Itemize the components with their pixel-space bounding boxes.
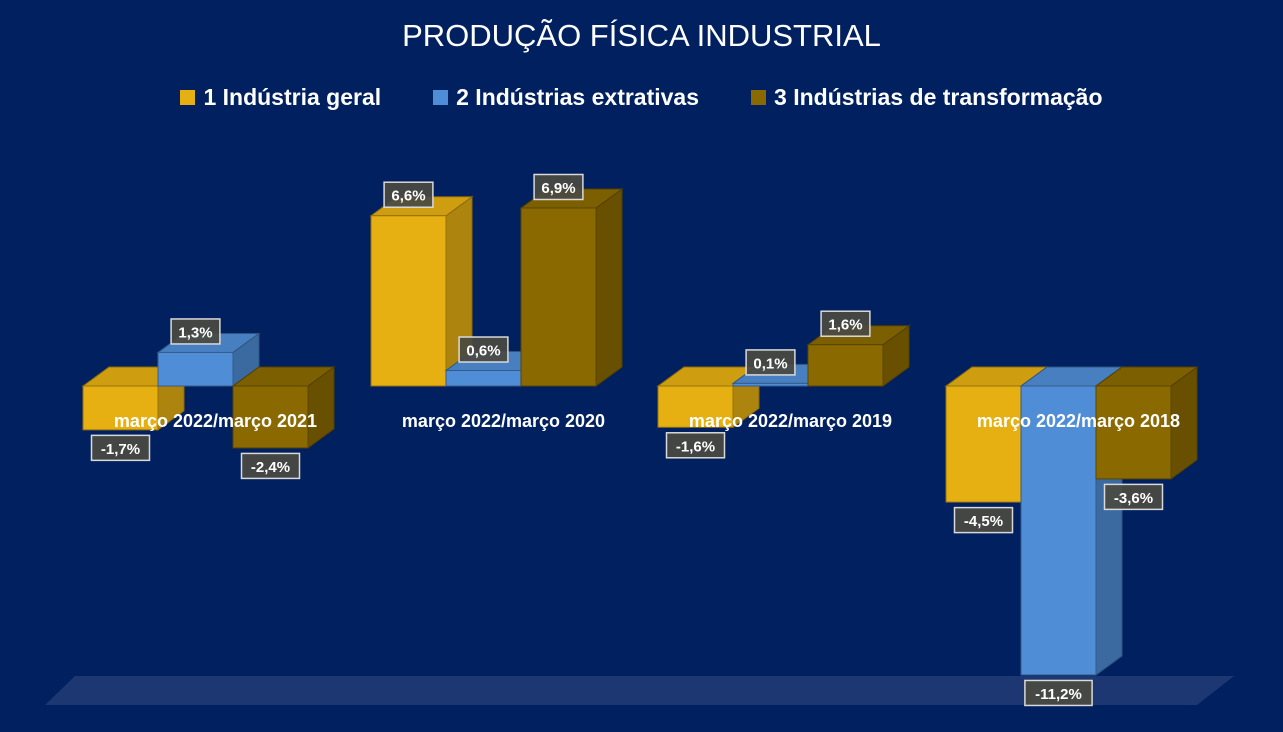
legend-item-industrias-extrativas: 2 Indústrias extrativas — [433, 84, 699, 111]
data-label-2-2-box — [458, 336, 509, 363]
data-label-2-2: 0,6% — [466, 343, 500, 360]
data-label-3-4: -3,6% — [1114, 490, 1153, 507]
data-label-3-3: 1,6% — [828, 317, 862, 334]
data-label-1-4-box — [953, 506, 1014, 534]
bar-2-4 — [1019, 366, 1124, 676]
bar-1-2 — [369, 195, 474, 387]
category-label-4: março 2022/março 2018 — [977, 411, 1180, 431]
bar-front — [945, 385, 1022, 503]
chart-title: PRODUÇÃO FÍSICA INDUSTRIAL — [402, 18, 881, 53]
data-label-3-2: 6,9% — [541, 180, 575, 197]
data-label-1-3: -1,6% — [676, 438, 715, 455]
category-label-2: março 2022/março 2020 — [402, 411, 605, 431]
data-label-1-4: -4,5% — [964, 513, 1003, 530]
data-label-3-2-box — [533, 173, 584, 201]
bar-3-2 — [519, 187, 624, 387]
bar-front — [520, 207, 597, 387]
legend-label-industria-geral: 1 Indústria geral — [203, 84, 382, 110]
bar-front — [732, 382, 809, 387]
data-label-3-1: -2,4% — [251, 459, 290, 476]
data-label-2-4: -11,2% — [1035, 686, 1082, 703]
legend-label-industrias-extrativas: 2 Indústrias extrativas — [456, 84, 700, 110]
legend-label-industrias-transformacao: 3 Indústrias de transformação — [774, 84, 1103, 110]
data-label-1-3-box — [665, 432, 726, 459]
bar-front — [445, 370, 522, 387]
bar-front — [1020, 385, 1097, 676]
bar-front — [1095, 385, 1172, 480]
data-label-2-1-box — [170, 318, 221, 345]
bar-front — [657, 385, 734, 428]
data-label-1-1: -1,7% — [101, 441, 140, 458]
data-label-2-4-box — [1024, 679, 1093, 707]
legend-swatch-industrias-extrativas — [433, 90, 449, 105]
legend-swatch-industria-geral — [180, 90, 196, 105]
bar-3-1 — [231, 366, 336, 449]
legend-swatch-industrias-transformacao — [751, 90, 767, 105]
data-label-1-1-box — [90, 434, 151, 462]
bar-side — [595, 187, 623, 387]
legend-item-industria-geral: 1 Indústria geral — [180, 84, 381, 111]
category-label-3: março 2022/março 2019 — [689, 411, 892, 431]
data-label-2-3: 0,1% — [753, 355, 787, 372]
bar-front — [82, 385, 159, 431]
data-label-2-3-box — [745, 349, 796, 376]
data-label-3-3-box — [820, 310, 871, 337]
data-label-1-2-box — [383, 181, 434, 208]
bar-front — [807, 344, 884, 387]
chart-floor — [45, 676, 1234, 705]
bar-front — [370, 215, 447, 387]
category-label-1: março 2022/março 2021 — [114, 411, 317, 431]
data-label-3-1-box — [240, 452, 301, 480]
legend: 1 Indústria geral 2 Indústrias extrativa… — [0, 84, 1283, 111]
legend-item-industrias-transformacao: 3 Indústrias de transformação — [751, 84, 1103, 111]
bar-front — [232, 385, 309, 449]
bar-3-4 — [1094, 366, 1199, 480]
bar-front — [157, 351, 234, 387]
data-label-3-4-box — [1103, 483, 1164, 511]
data-label-2-1: 1,3% — [178, 324, 212, 341]
data-label-1-2: 6,6% — [391, 188, 425, 205]
